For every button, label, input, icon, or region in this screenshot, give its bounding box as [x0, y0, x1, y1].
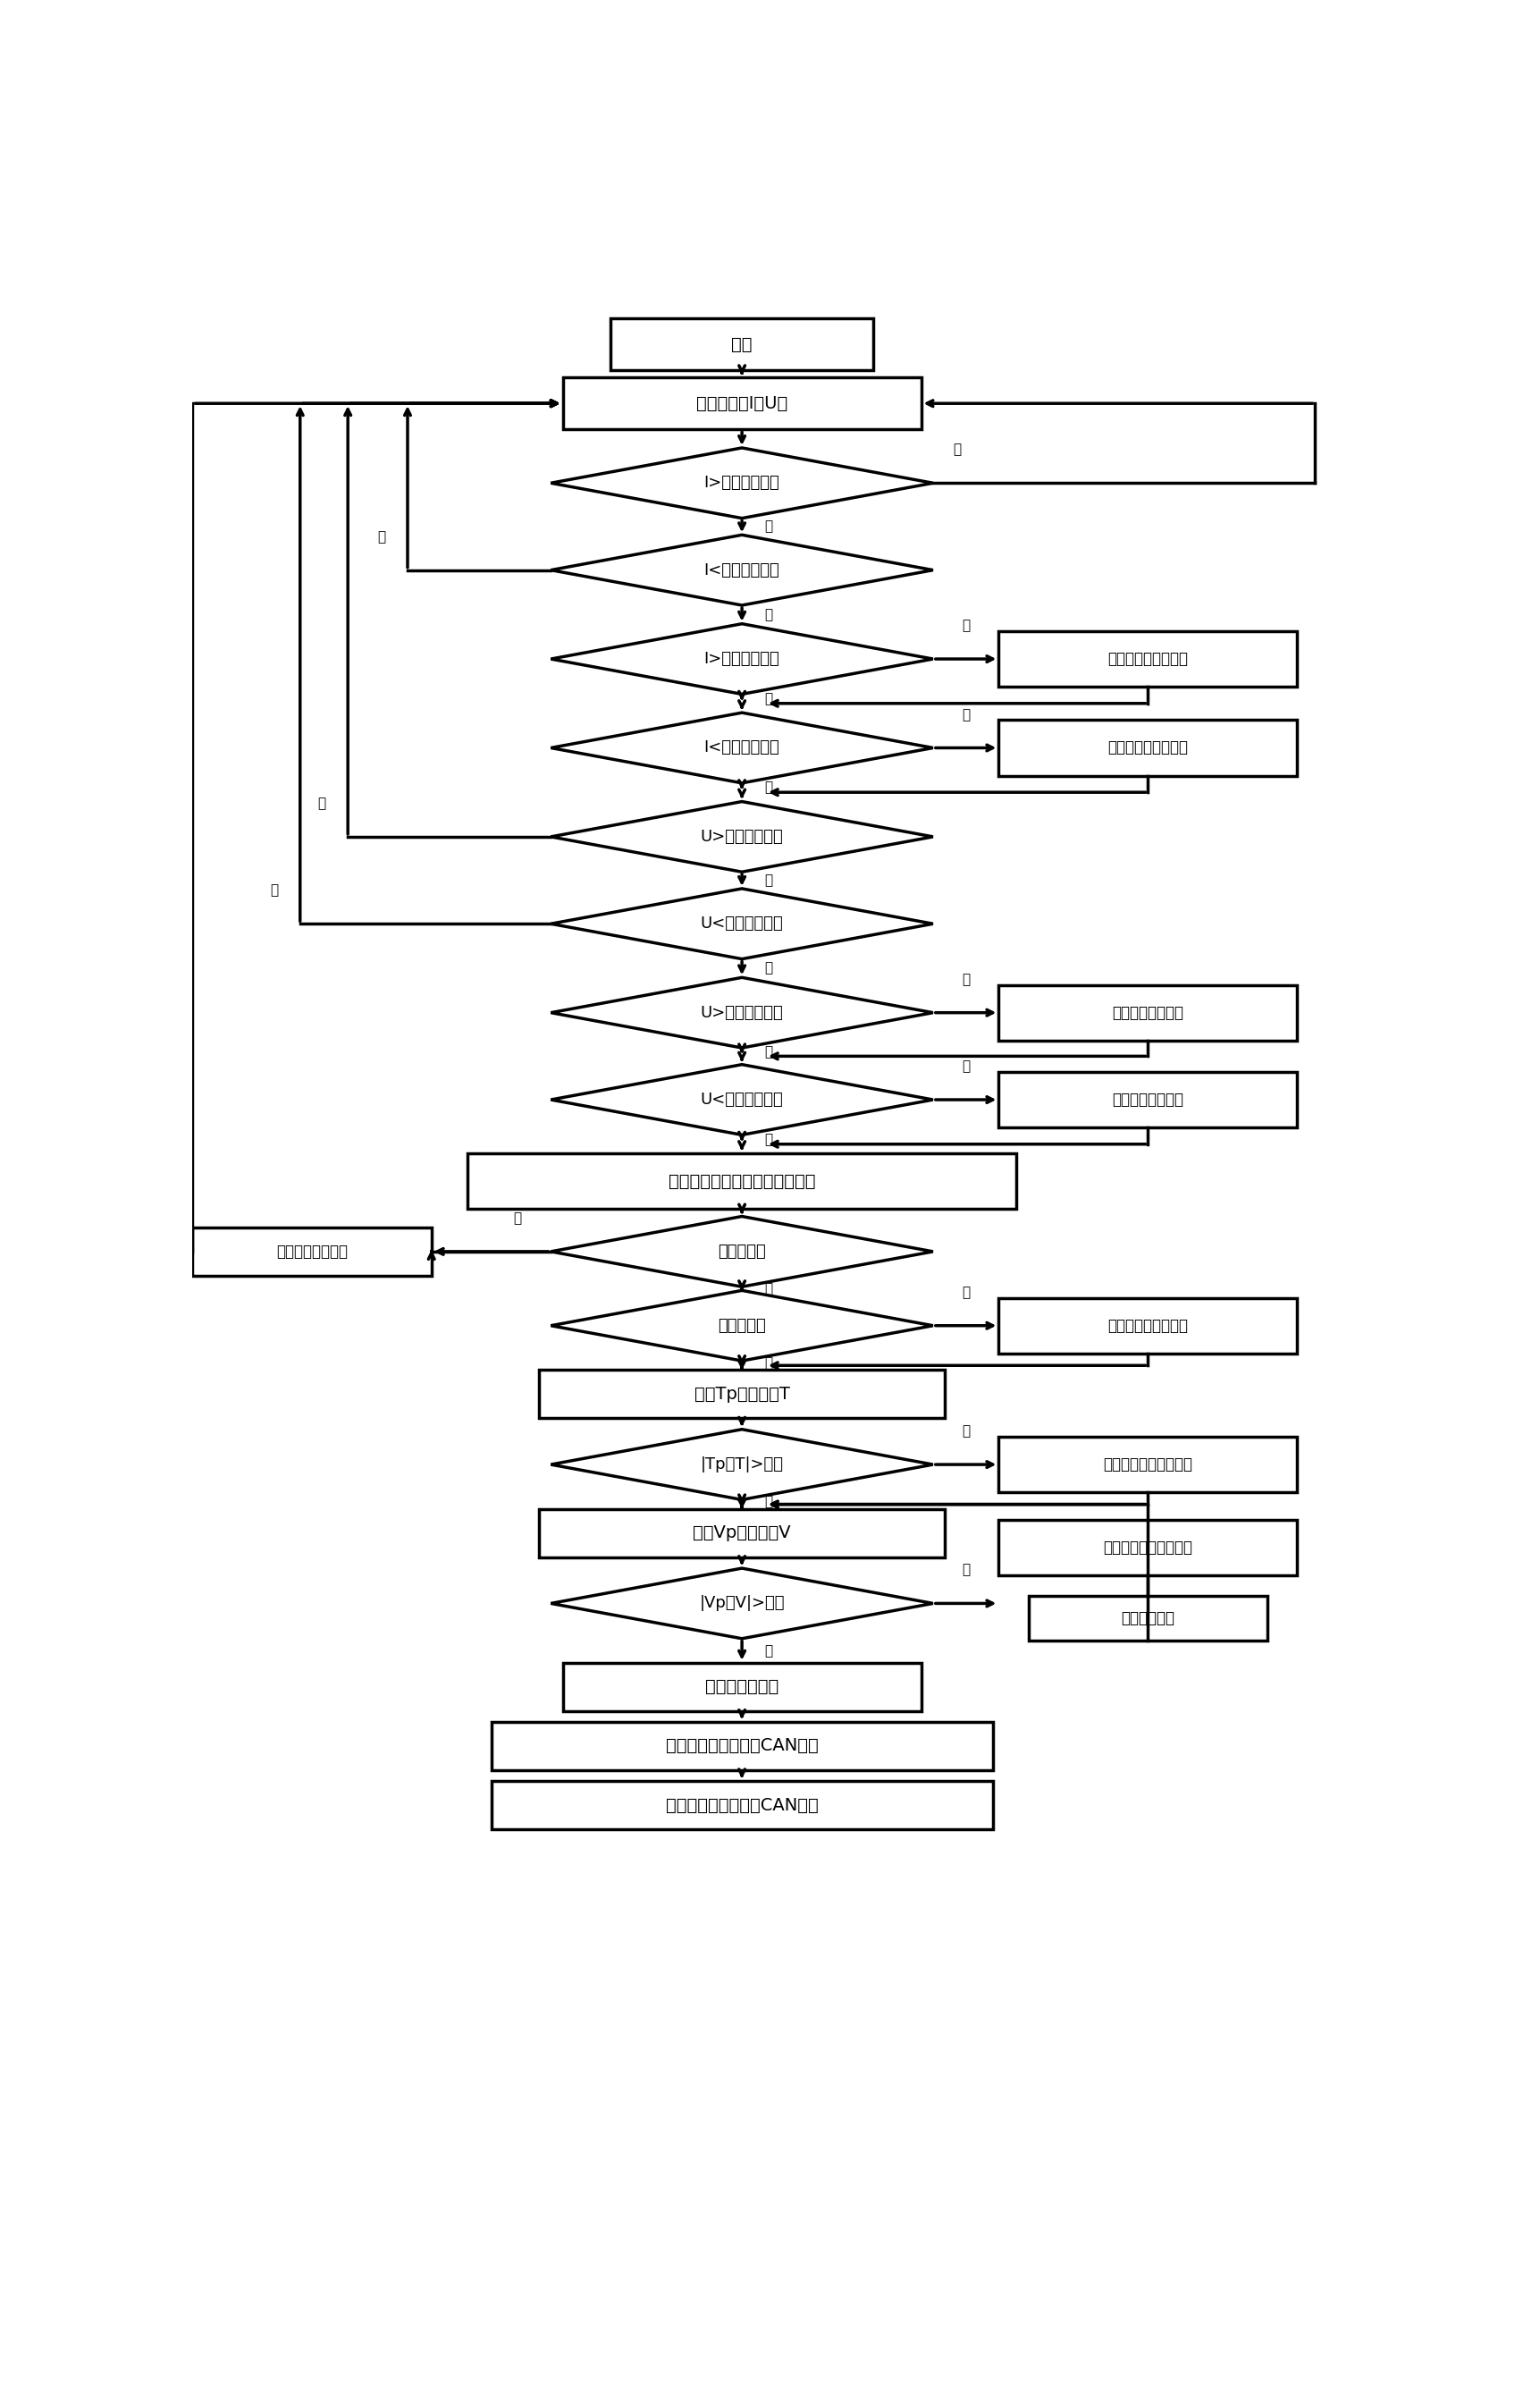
Text: |Vp－V|>阙值: |Vp－V|>阙值 — [699, 1595, 784, 1611]
Text: 启动极限保护开关: 启动极限保护开关 — [276, 1243, 348, 1260]
Bar — [610, 317, 873, 370]
Text: 否: 否 — [764, 962, 772, 974]
Text: 否: 否 — [764, 1356, 772, 1371]
Text: I<最小报警阙值: I<最小报警阙值 — [704, 741, 779, 755]
Bar — [562, 1662, 921, 1710]
Text: 极限位置位: 极限位置位 — [718, 1243, 765, 1260]
Text: 否: 否 — [764, 1133, 772, 1147]
Polygon shape — [551, 1291, 933, 1361]
Text: 温度不均衡报警位置位: 温度不均衡报警位置位 — [1103, 1457, 1192, 1472]
Bar — [192, 1227, 431, 1275]
Text: 计算Tp的平均值T: 计算Tp的平均值T — [695, 1385, 788, 1402]
Text: 高电压报警位置位: 高电压报警位置位 — [1112, 1005, 1183, 1020]
Bar — [998, 719, 1297, 777]
Text: 是: 是 — [962, 1061, 970, 1073]
Text: U<最小安全阙值: U<最小安全阙值 — [701, 916, 782, 931]
Text: 记录报警原因及位置: 记录报警原因及位置 — [1107, 1318, 1187, 1335]
Polygon shape — [551, 534, 933, 606]
Text: 是: 是 — [962, 1563, 970, 1578]
Bar — [539, 1371, 944, 1419]
Text: 计算Vp的平均值V: 计算Vp的平均值V — [693, 1525, 790, 1542]
Bar — [998, 1520, 1297, 1575]
Bar — [998, 1436, 1297, 1491]
Text: I>最大安全阙值: I>最大安全阙值 — [704, 476, 779, 491]
Text: 是: 是 — [952, 443, 961, 457]
Text: 否: 否 — [764, 1496, 772, 1508]
Text: 是: 是 — [513, 1212, 521, 1224]
Text: 约定数据上传到外部CAN总线: 约定数据上传到外部CAN总线 — [665, 1736, 818, 1756]
Text: 是: 是 — [962, 972, 970, 986]
Bar — [998, 986, 1297, 1041]
Polygon shape — [551, 887, 933, 960]
Text: 否: 否 — [764, 693, 772, 705]
Text: 电压不均衡报警位置位: 电压不均衡报警位置位 — [1103, 1539, 1192, 1556]
Polygon shape — [551, 447, 933, 517]
Text: 读取各数据采集母板上传的数据: 读取各数据采集母板上传的数据 — [668, 1174, 815, 1190]
Polygon shape — [551, 1065, 933, 1135]
Text: 是: 是 — [962, 1287, 970, 1299]
Text: 否: 否 — [764, 608, 772, 620]
Text: 报警位置位: 报警位置位 — [718, 1318, 765, 1335]
Text: |Tp－T|>阙值: |Tp－T|>阙值 — [701, 1457, 782, 1472]
Text: 否: 否 — [764, 1046, 772, 1058]
Text: 数据采集（I，U）: 数据采集（I，U） — [696, 394, 787, 411]
Text: 计算电池荷电量: 计算电池荷电量 — [705, 1679, 778, 1696]
Polygon shape — [551, 801, 933, 873]
Bar — [539, 1508, 944, 1556]
Text: 开机: 开机 — [732, 337, 752, 354]
Text: 否: 否 — [764, 873, 772, 887]
Text: 低电压报警位置位: 低电压报警位置位 — [1112, 1092, 1183, 1109]
Bar — [467, 1154, 1016, 1210]
Text: 回传相关数据到内部CAN总线: 回传相关数据到内部CAN总线 — [665, 1797, 818, 1813]
Polygon shape — [551, 1568, 933, 1638]
Text: 是: 是 — [962, 618, 970, 633]
Text: U<最小报警阙值: U<最小报警阙值 — [701, 1092, 782, 1109]
Text: 是: 是 — [270, 883, 277, 897]
Text: U>最大报警阙值: U>最大报警阙值 — [701, 1005, 782, 1020]
Text: 启动均衡电路: 启动均衡电路 — [1121, 1611, 1173, 1626]
Text: 否: 否 — [764, 1645, 772, 1657]
Text: I<最小安全阙值: I<最小安全阙值 — [704, 563, 779, 577]
Text: 是: 是 — [962, 1424, 970, 1438]
Text: 否: 否 — [764, 1282, 772, 1296]
Bar — [562, 378, 921, 430]
Bar — [491, 1722, 992, 1770]
Bar — [998, 630, 1297, 688]
Polygon shape — [551, 1429, 933, 1501]
Bar — [998, 1073, 1297, 1128]
Polygon shape — [551, 1217, 933, 1287]
Text: U>最大安全阙值: U>最大安全阙值 — [701, 830, 782, 844]
Text: 放电电流报警位置位: 放电电流报警位置位 — [1107, 741, 1187, 755]
Text: 是: 是 — [962, 707, 970, 721]
Bar — [491, 1782, 992, 1830]
Polygon shape — [551, 976, 933, 1049]
Text: 是: 是 — [317, 796, 325, 810]
Text: 是: 是 — [377, 529, 385, 544]
Polygon shape — [551, 623, 933, 695]
Text: 否: 否 — [764, 519, 772, 534]
Text: 否: 否 — [764, 782, 772, 794]
Bar — [998, 1299, 1297, 1354]
Text: I>最大报警阙值: I>最大报警阙值 — [704, 652, 779, 666]
Polygon shape — [551, 712, 933, 784]
Bar — [1029, 1597, 1267, 1640]
Text: 充电电流报警位置位: 充电电流报警位置位 — [1107, 652, 1187, 666]
